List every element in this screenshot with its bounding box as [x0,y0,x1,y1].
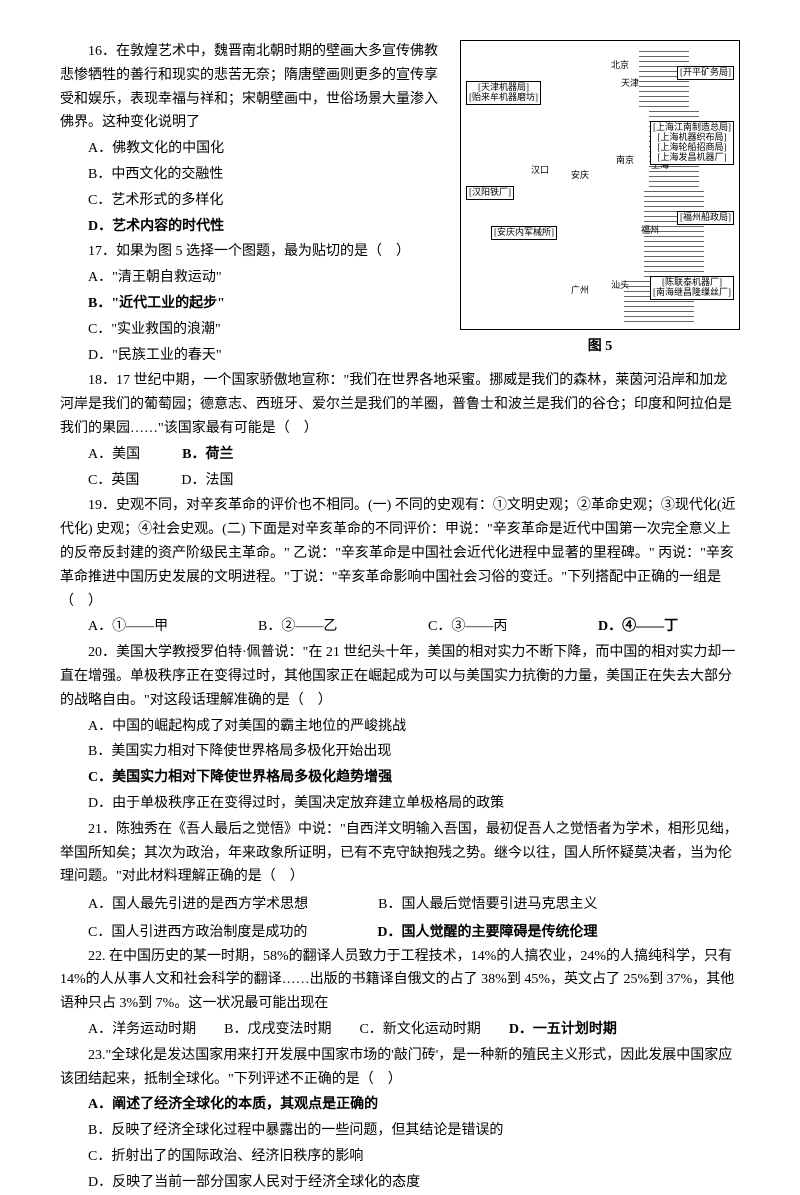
q19-option-a: A．①——甲 [60,615,230,639]
q19-options: A．①——甲 B．②——乙 C．③——丙 D．④——丁 [60,615,740,639]
q21-option-b: B．国人最后觉悟要引进马克思主义 [378,897,597,912]
q22-option-b: B．戊戌变法时期 [224,1022,331,1037]
q20-text: 20．美国大学教授罗伯特·佩普说："在 21 世纪头十年，美国的相对实力不断下降… [60,641,740,712]
city-anqing: 安庆 [571,171,589,180]
city-nanjing: 南京 [616,156,634,165]
label-kaiping: [开平矿务局] [677,66,734,80]
q23-option-b: B．反映了经济全球化过程中暴露出的一些问题，但其结论是错误的 [60,1119,740,1143]
q21-options-row1: A．国人最先引进的是西方学术思想 B．国人最后觉悟要引进马克思主义 [60,893,740,917]
q23-option-a: A．阐述了经济全球化的本质，其观点是正确的 [60,1093,740,1117]
q21-options-row2: C．国人引进西方政治制度是成功的 D．国人觉醒的主要障碍是传统伦理 [60,921,740,945]
q20-option-b: B．美国实力相对下降使世界格局多极化开始出现 [60,740,740,764]
q21-option-d: D．国人觉醒的主要障碍是传统伦理 [377,925,597,940]
q18-text: 18．17 世纪中期，一个国家骄傲地宣称："我们在世界各地采蜜。挪威是我们的森林… [60,369,740,440]
q18-options-cd: C．英国 D．法国 [60,469,740,493]
q18-option-a: A．美国 [88,447,140,462]
q22-options: A．洋务运动时期 B．戊戌变法时期 C．新文化运动时期 D．一五计划时期 [60,1018,740,1042]
q23-option-d: D．反映了当前一部分国家人民对于经济全球化的态度 [60,1171,740,1195]
figure-5-caption: 图 5 [460,335,740,359]
document-content: 北京 天津 汉口 安庆 南京 上海 福州 广州 汕头 [天津机器局] [贻来牟机… [60,40,740,1195]
q23-text: 23."全球化是发达国家用来打开发展中国家市场的'敲门砖'，是一种新的殖民主义形… [60,1044,740,1092]
q18-option-c: C．英国 [88,473,139,488]
q18-option-d: D．法国 [181,473,233,488]
q22-text: 22. 在中国历史的某一时期，58%的翻译人员致力于工程技术，14%的人搞农业，… [60,945,740,1016]
q19-option-d: D．④——丁 [570,615,740,639]
city-shantou: 汕头 [611,281,629,290]
city-beijing: 北京 [611,61,629,70]
city-guangzhou: 广州 [571,286,589,295]
q18-options-ab: A．美国 B．荷兰 [60,443,740,467]
q19-option-c: C．③——丙 [400,615,570,639]
city-hankou: 汉口 [531,166,549,175]
label-anqing: [安庆内军械所] [491,226,557,240]
figure-5-map: 北京 天津 汉口 安庆 南京 上海 福州 广州 汕头 [天津机器局] [贻来牟机… [460,40,740,330]
q19-option-b: B．②——乙 [230,615,400,639]
q22-option-a: A．洋务运动时期 [88,1022,196,1037]
q22-option-d: D．一五计划时期 [509,1022,617,1037]
q22-option-c: C．新文化运动时期 [359,1022,480,1037]
city-tianjin: 天津 [621,79,639,88]
q21-text: 21．陈独秀在《吾人最后之觉悟》中说："自西洋文明输入吾国，最初促吾人之觉悟者为… [60,818,740,889]
q21-option-a: A．国人最先引进的是西方学术思想 [88,897,308,912]
figure-5-container: 北京 天津 汉口 安庆 南京 上海 福州 广州 汕头 [天津机器局] [贻来牟机… [460,40,740,359]
label-tianjin: [天津机器局] [贻来牟机器磨坊] [466,81,541,105]
q23-option-c: C．折射出了的国际政治、经济旧秩序的影响 [60,1145,740,1169]
label-fuzhou: [福州船政局] [677,211,734,225]
label-chenliantai: [陈联泰机器厂] [南海继昌隆缫丝厂] [650,276,734,300]
label-shanghai: [上海江南制造总局] [上海机器织布局] [上海轮船招商局] [上海发昌机器厂] [650,121,734,165]
q18-option-b: B．荷兰 [182,447,233,462]
label-hanyang: [汉阳铁厂] [466,186,514,200]
q20-option-d: D．由于单极秩序正在变得过时，美国决定放弃建立单极格局的政策 [60,792,740,816]
city-fuzhou: 福州 [641,226,659,235]
q20-option-c: C．美国实力相对下降使世界格局多极化趋势增强 [60,766,740,790]
q21-option-c: C．国人引进西方政治制度是成功的 [88,925,307,940]
q20-option-a: A．中国的崛起构成了对美国的霸主地位的严峻挑战 [60,715,740,739]
q19-text: 19．史观不同，对辛亥革命的评价也不相同。(一) 不同的史观有：①文明史观；②革… [60,494,740,613]
